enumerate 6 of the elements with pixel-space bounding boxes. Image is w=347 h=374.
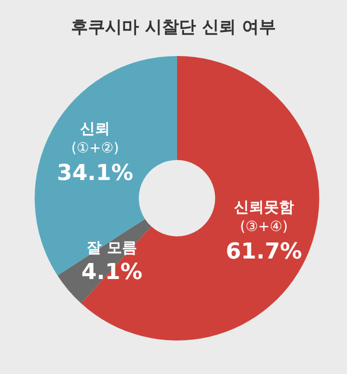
slice-label: 신뢰 (①+②) (71, 120, 119, 157)
chart-title: 후쿠시마 시찰단 신뢰 여부 (71, 18, 276, 38)
data-label: 4.1% (81, 260, 142, 285)
data-label: 61.7% (226, 239, 302, 264)
data-label: 34.1% (56, 161, 134, 186)
slice-label: 신뢰못함 (③+④) (234, 198, 294, 235)
